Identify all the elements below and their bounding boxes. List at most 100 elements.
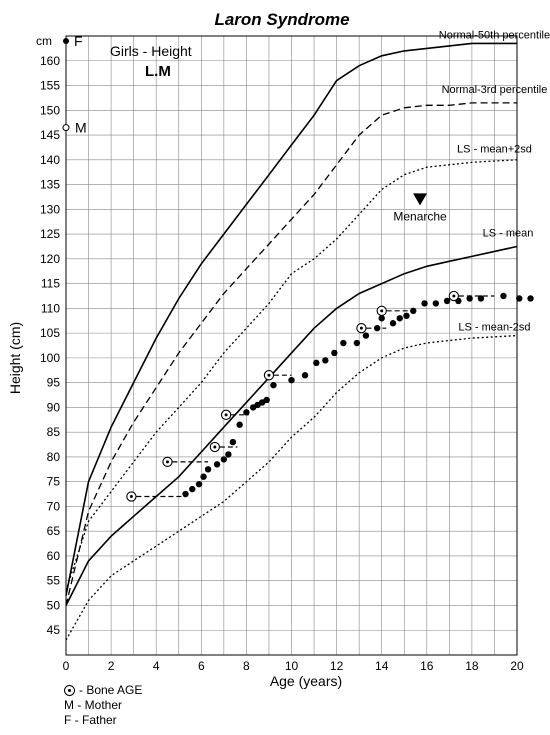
plot-frame	[65, 35, 518, 656]
bone-age-marker-dot	[129, 495, 133, 499]
y-tick-label: 100	[40, 351, 60, 365]
bone-age-marker-dot	[380, 309, 384, 313]
patient-point	[477, 295, 485, 302]
patient-point	[288, 376, 295, 384]
y-tick-label: 45	[47, 623, 61, 637]
subtitle: Girls - Height	[110, 43, 192, 59]
patient-point	[340, 339, 347, 347]
patient-point	[229, 438, 237, 446]
y-tick-label: 95	[47, 376, 61, 390]
x-tick-label: 12	[330, 659, 344, 673]
series-label: Normal-3rd percentile	[442, 84, 548, 96]
x-tick-label: 20	[510, 659, 524, 673]
y-tick-label: 75	[47, 475, 61, 489]
x-tick-label: 6	[198, 659, 205, 673]
patient-point	[243, 409, 250, 416]
patient-point	[204, 466, 212, 473]
patient-point	[313, 359, 320, 367]
patient-point	[443, 297, 451, 305]
patient-point	[527, 295, 534, 302]
y-tick-label: 120	[40, 252, 60, 266]
legend-father: F - Father	[64, 713, 117, 727]
y-tick-label: 55	[47, 574, 61, 588]
x-tick-label: 8	[243, 659, 250, 673]
legend-bone-age: - Bone AGE	[64, 683, 142, 698]
patient-point	[466, 295, 473, 302]
bone-age-markers	[126, 290, 495, 502]
menarche-label: Menarche	[393, 209, 447, 223]
bone-age-marker-dot	[452, 294, 456, 298]
series-label: Normal-50th percentile	[439, 29, 550, 41]
menarche-marker	[413, 193, 428, 206]
y-tick-label: 140	[40, 153, 60, 167]
x-tick-label: 4	[153, 659, 160, 673]
x-tick-label: 10	[285, 659, 299, 673]
patient-point	[403, 312, 410, 319]
patient-point	[421, 300, 428, 307]
bone-age-marker-dot	[224, 413, 228, 417]
bone-age-icon	[64, 685, 75, 696]
series-label: LS - mean-2sd	[458, 322, 530, 334]
patient-point	[516, 295, 523, 302]
series-label: LS - mean+2sd	[457, 143, 532, 155]
patient-point	[182, 490, 189, 498]
y-tick-label: 160	[40, 54, 60, 68]
y-tick-label: 150	[40, 103, 60, 117]
y-tick-label: 130	[40, 202, 60, 216]
y-tick-label: 155	[40, 79, 60, 93]
patient-point	[213, 461, 221, 468]
patient-points	[182, 292, 534, 498]
father-label: F	[74, 33, 83, 49]
patient-point	[500, 292, 507, 300]
patient-point	[378, 315, 385, 322]
mother-marker	[62, 124, 70, 132]
series-label: LS - mean	[483, 228, 534, 240]
y-tick-label: 110	[41, 301, 60, 315]
patient-point	[353, 339, 361, 347]
y-tick-label: 60	[47, 549, 61, 563]
patient-point	[270, 381, 277, 389]
patient-point	[301, 372, 309, 379]
patient-point	[263, 396, 270, 404]
patient-point	[396, 315, 403, 322]
patient-label: L.M	[145, 63, 171, 80]
y-tick-label: 145	[40, 128, 60, 142]
x-tick-label: 0	[63, 659, 70, 673]
y-unit-label: cm	[36, 34, 52, 48]
patient-point	[200, 473, 207, 480]
father-marker	[63, 37, 69, 44]
patient-point	[331, 349, 338, 357]
series-line	[65, 245, 518, 606]
patient-point	[225, 451, 232, 458]
y-tick-label: 70	[47, 499, 61, 513]
x-tick-label: 2	[108, 659, 115, 673]
y-axis-label: Height (cm)	[7, 322, 23, 394]
x-tick-label: 16	[420, 659, 434, 673]
series-line	[65, 102, 517, 606]
legend-mother: M - Mother	[64, 698, 123, 712]
y-tick-label: 135	[40, 178, 60, 192]
bone-age-marker-dot	[213, 445, 217, 449]
y-tick-label: 85	[47, 425, 61, 439]
y-tick-label: 125	[40, 227, 60, 241]
patient-point	[389, 320, 397, 327]
y-tick-label: 105	[40, 326, 60, 340]
patient-point	[410, 307, 417, 315]
legend-bone-age-label: - Bone AGE	[79, 683, 143, 697]
y-tick-label: 115	[41, 277, 60, 291]
series-line	[65, 42, 517, 596]
legend: - Bone AGE M - Mother F - Father	[64, 683, 142, 728]
patient-point	[189, 485, 196, 493]
series-group: Normal-50th percentile Normal-3rd percent…	[65, 29, 550, 641]
patient-point	[432, 300, 440, 307]
grid	[65, 35, 518, 656]
mother-label: M	[75, 120, 87, 136]
y-tick-label: 80	[47, 450, 61, 464]
series-line	[65, 159, 518, 591]
patient-point	[236, 421, 243, 428]
x-tick-label: 18	[465, 659, 479, 673]
patient-point	[322, 357, 329, 364]
x-axis-label: Age (years)	[270, 673, 342, 689]
x-tick-label: 14	[375, 659, 389, 673]
